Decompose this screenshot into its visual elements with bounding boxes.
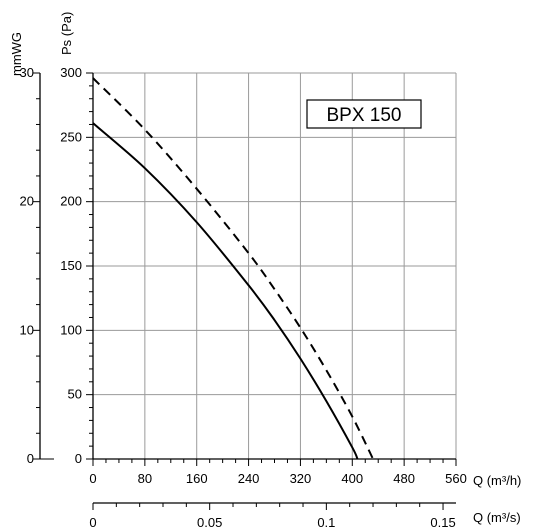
y-axis-label-pa: Ps (Pa) [59, 12, 74, 55]
x-axis-label-m3h: Q (m³/h) [473, 473, 521, 488]
y-tick-label-mmwg: 30 [20, 65, 34, 80]
y-tick-label-pa: 200 [60, 194, 82, 209]
x-tick-label-m3h: 400 [341, 471, 363, 486]
curve-dashed [92, 77, 374, 460]
y-tick-label-pa: 250 [60, 129, 82, 144]
x-tick-label-m3h: 480 [393, 471, 415, 486]
axes [33, 72, 457, 510]
x-tick-label-m3h: 320 [290, 471, 312, 486]
y-axis-label-mmwg: mmWG [9, 32, 24, 76]
x-tick-label-m3h: 160 [186, 471, 208, 486]
y-tick-label-pa: 150 [60, 258, 82, 273]
x-tick-label-m3s: 0.1 [317, 515, 335, 530]
curves [92, 77, 374, 460]
y-tick-label-pa: 0 [75, 451, 82, 466]
y-tick-label-mmwg: 20 [20, 194, 34, 209]
x-tick-label-m3h: 240 [238, 471, 260, 486]
model-label-box: BPX 150 [306, 99, 422, 129]
y-tick-label-pa: 50 [68, 387, 82, 402]
x-tick-label-m3s: 0.05 [197, 515, 222, 530]
y-tick-label-pa: 100 [60, 322, 82, 337]
x-tick-label-m3s: 0.15 [430, 515, 455, 530]
y-tick-label-pa: 300 [60, 65, 82, 80]
x-axis-label-m3s: Q (m³/s) [473, 510, 521, 525]
model-label: BPX 150 [327, 105, 402, 126]
y-tick-label-mmwg: 0 [27, 451, 34, 466]
x-tick-label-m3h: 80 [138, 471, 152, 486]
x-tick-label-m3h: 560 [445, 471, 467, 486]
curve-solid [92, 122, 359, 460]
y-tick-label-mmwg: 10 [20, 322, 34, 337]
x-tick-label-m3s: 0 [89, 515, 96, 530]
grid [93, 72, 457, 459]
x-tick-label-m3h: 0 [89, 471, 96, 486]
